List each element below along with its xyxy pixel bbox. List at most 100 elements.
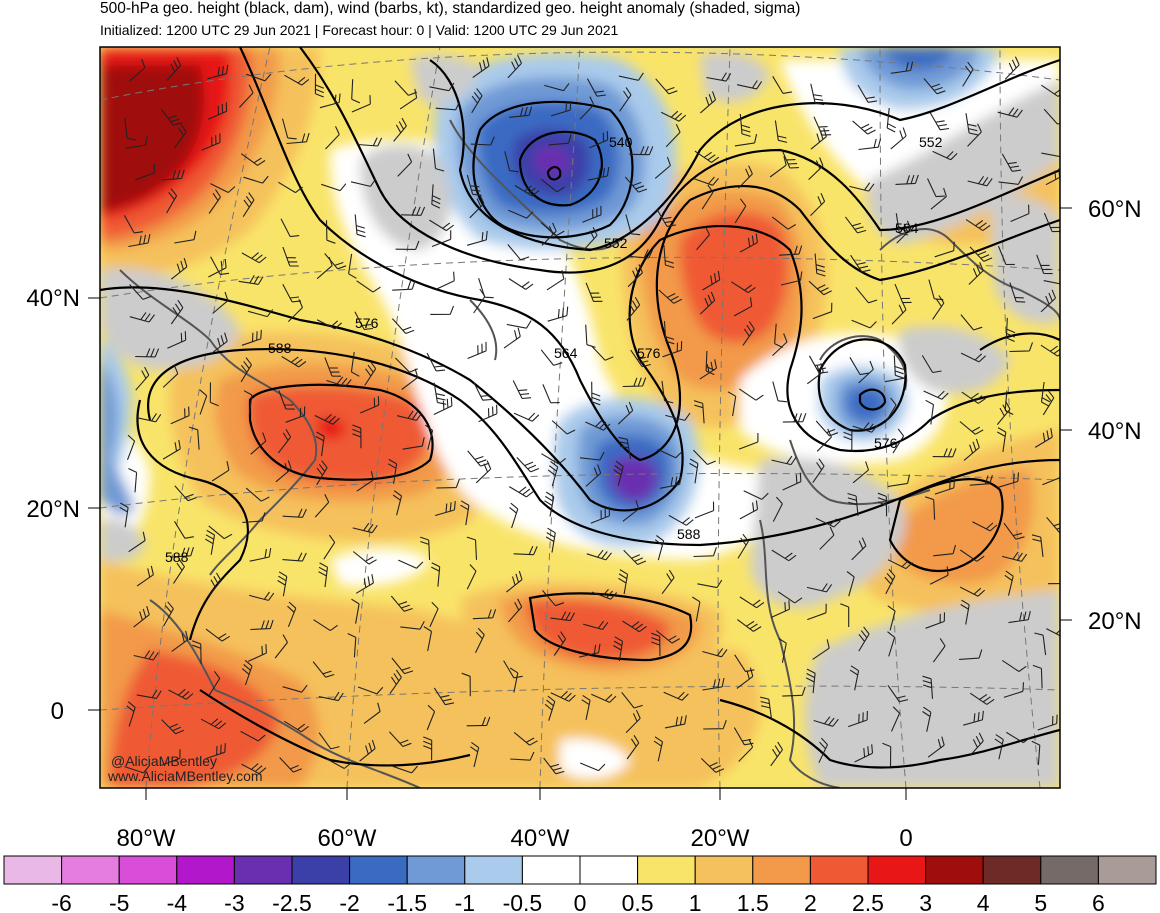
wind-barb	[546, 269, 565, 291]
lon-label-60w: 60°W	[318, 825, 377, 852]
colorbar-label: 2	[804, 890, 817, 913]
wind-barb	[318, 562, 329, 588]
wind-barb	[963, 710, 984, 726]
colorbar-label: 5	[1034, 890, 1047, 913]
wind-barb	[770, 600, 790, 619]
wind-barb	[208, 670, 221, 696]
wind-barb	[622, 377, 647, 388]
wind-barb	[693, 400, 705, 424]
wind-barb	[208, 525, 233, 540]
lat-label-right-40n: 40°N	[1088, 418, 1142, 445]
wind-barb	[350, 352, 360, 377]
wind-barb	[1031, 740, 1041, 766]
wind-barb	[321, 183, 347, 192]
wind-barb	[1006, 731, 1031, 744]
wind-barb	[782, 472, 802, 491]
contour-label-564: 564	[895, 220, 919, 236]
wind-barb	[314, 73, 325, 98]
wind-barb	[959, 549, 985, 562]
wind-barb	[810, 83, 825, 106]
colorbar-box	[464, 855, 523, 885]
wind-barb	[812, 458, 825, 484]
wind-barb	[466, 174, 482, 196]
wind-barb	[591, 381, 601, 406]
wind-barb	[129, 284, 152, 300]
wind-barb	[429, 82, 455, 92]
wind-barb	[877, 492, 888, 517]
wind-barb	[514, 185, 540, 197]
wind-barb	[466, 564, 477, 590]
wind-barb	[887, 631, 896, 657]
wind-barb	[849, 357, 869, 376]
wind-barb	[171, 630, 189, 652]
wind-barb	[810, 127, 827, 150]
wind-barb	[1036, 254, 1053, 275]
colorbar-box	[118, 855, 178, 885]
wind-barb	[356, 471, 374, 492]
wind-barb	[934, 478, 955, 495]
wind-barb	[126, 701, 136, 727]
wind-barb	[390, 595, 413, 612]
wind-barb	[201, 133, 221, 151]
wind-barb	[205, 628, 230, 642]
contour-label-552: 552	[604, 235, 628, 251]
wind-barb	[693, 449, 716, 466]
wind-barb	[431, 230, 452, 248]
wind-barb	[1004, 570, 1014, 596]
wind-barb	[771, 216, 796, 230]
wind-barb	[770, 741, 783, 767]
wind-barb	[1043, 280, 1060, 285]
colorbar-label: -2.5	[272, 890, 312, 913]
wind-barb	[547, 306, 569, 322]
axis-labels: 40°N 20°N 0 60°N 40°N 20°N 80°W 60°W 40°…	[26, 196, 1141, 852]
wind-barb	[277, 571, 288, 597]
contour-label-588: 588	[165, 549, 189, 565]
wind-barb	[246, 73, 272, 82]
map-frame	[99, 46, 1061, 789]
wind-barb	[420, 536, 431, 561]
wind-barb	[623, 549, 647, 566]
wind-barb	[891, 301, 907, 325]
wind-barb	[352, 522, 378, 534]
wind-barb	[544, 491, 555, 517]
wind-barb	[813, 116, 832, 136]
wind-barb	[890, 706, 901, 732]
colorbar-box	[982, 855, 1042, 885]
colorbar-label: -3	[224, 890, 244, 913]
wind-barb	[1001, 153, 1022, 172]
wind-barb	[364, 361, 377, 386]
wind-barb	[245, 487, 270, 502]
wind-barb	[738, 738, 754, 762]
wind-barb	[959, 421, 984, 435]
wind-barb	[659, 475, 682, 489]
wind-barb	[771, 549, 797, 562]
wind-barb	[192, 640, 202, 664]
wind-barb	[348, 253, 357, 279]
colorbar-box	[925, 855, 984, 885]
wind-barb	[282, 552, 307, 562]
wind-barb	[275, 460, 292, 483]
wind-barb	[238, 84, 254, 108]
wind-barb	[433, 396, 453, 415]
wind-barb	[613, 636, 624, 662]
wind-barb	[618, 72, 644, 81]
wind-barb	[513, 412, 540, 422]
wind-barb	[208, 189, 221, 214]
wind-barb	[392, 280, 416, 291]
wind-barb	[128, 531, 146, 553]
wind-barb	[618, 569, 629, 595]
colorbar-box	[694, 855, 754, 885]
wind-barb	[355, 574, 374, 594]
wind-barb	[435, 271, 455, 290]
wind-barb	[316, 319, 342, 330]
wind-barb	[210, 332, 228, 354]
wind-barb	[923, 390, 949, 400]
wind-barb	[543, 757, 565, 775]
wind-barb	[357, 686, 384, 695]
wind-barb	[965, 113, 979, 136]
map-area: 540 552 552 564 564 576 576 576 588 588 …	[100, 47, 1060, 788]
wind-barb	[211, 461, 230, 482]
wind-barb	[357, 137, 383, 147]
wind-barb	[399, 88, 418, 110]
colorbar-label: -5	[109, 890, 129, 913]
